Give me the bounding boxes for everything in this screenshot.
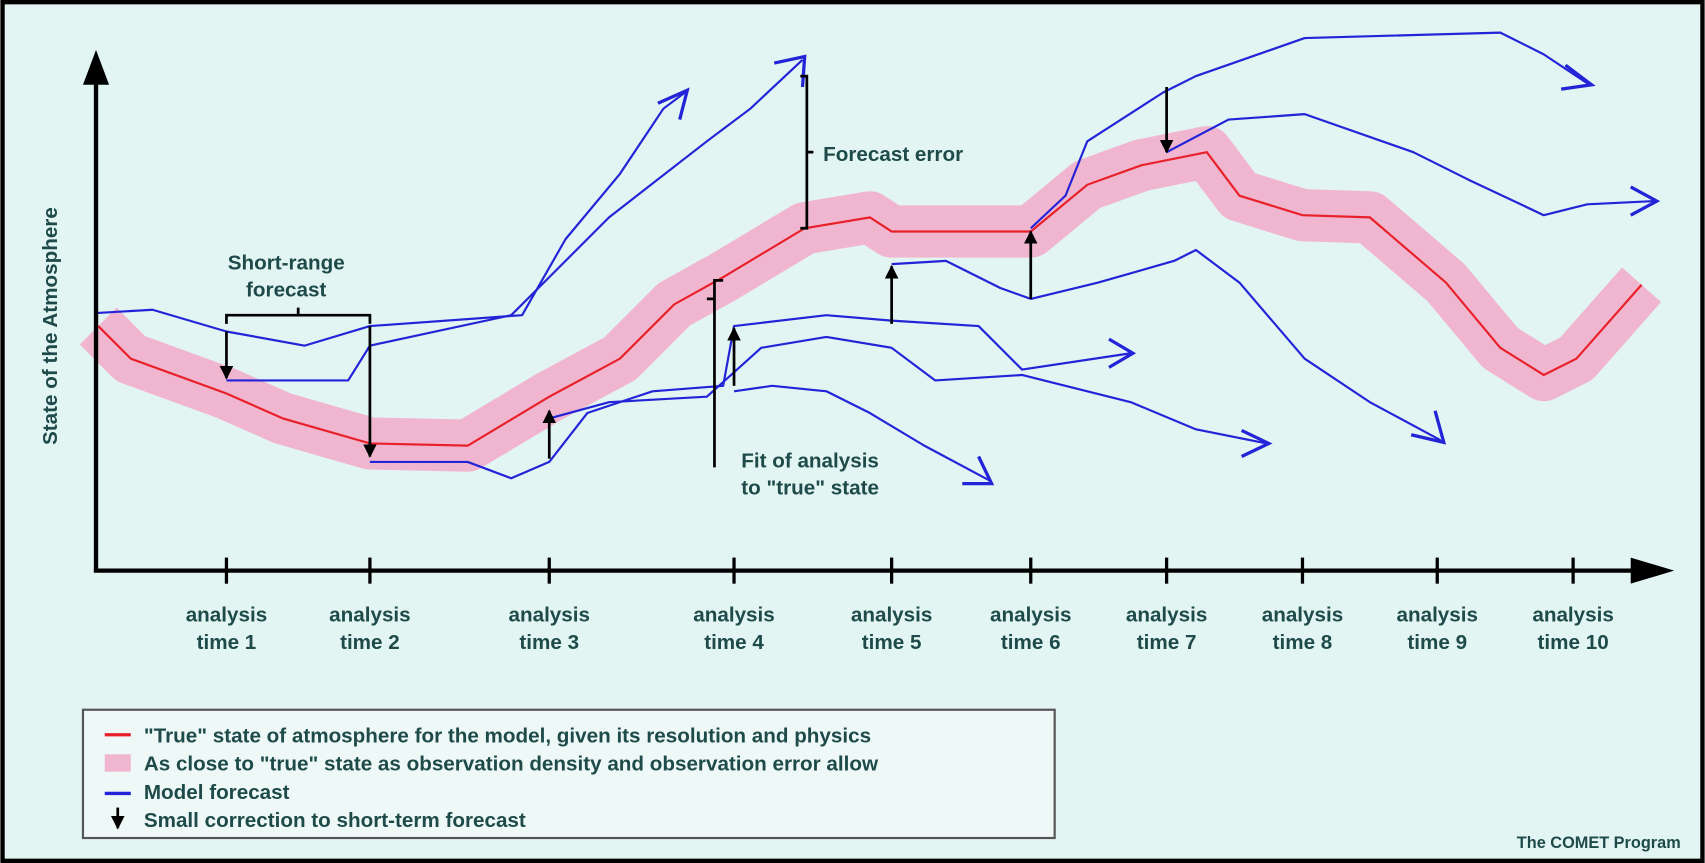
- arrowhead: [1560, 63, 1596, 91]
- short-range-bracket: [225, 307, 372, 324]
- tick-label: time 1: [197, 631, 257, 654]
- tick-label: time 3: [519, 631, 579, 654]
- arrowhead: [1108, 337, 1137, 369]
- y-arrowhead: [82, 49, 110, 85]
- tick-label: time 8: [1273, 631, 1333, 654]
- annotation: Forecast error: [823, 143, 963, 166]
- tick-label: analysis: [1532, 604, 1613, 627]
- tick-label: analysis: [851, 604, 932, 627]
- axes: [82, 49, 1675, 584]
- corrections: [219, 86, 1174, 459]
- legend-entry: "True" state of atmosphere for the model…: [144, 724, 871, 747]
- tick-label: time 5: [862, 631, 922, 654]
- forecasts: [95, 31, 1661, 486]
- credit: The COMET Program: [1517, 834, 1681, 852]
- tick-label: analysis: [990, 604, 1071, 627]
- forecast: [1030, 31, 1591, 230]
- legend-entry: As close to "true" state as observation …: [144, 753, 879, 776]
- annotation: to "true" state: [741, 477, 879, 500]
- forecast: [891, 248, 1442, 442]
- tick-label: time 7: [1137, 631, 1197, 654]
- tick-label: time 2: [340, 631, 400, 654]
- forecast: [1166, 113, 1655, 217]
- arrowhead: [657, 87, 690, 120]
- fit-bracket: [706, 279, 724, 468]
- forecast-error-bracket: [800, 74, 814, 230]
- annotation: forecast: [246, 279, 326, 302]
- arrowhead: [1240, 428, 1273, 458]
- y-axis-label: State of the Atmosphere: [39, 207, 62, 445]
- tick-label: analysis: [693, 604, 774, 627]
- arrowhead: [1410, 410, 1447, 445]
- legend-entry: Model forecast: [144, 781, 290, 804]
- tick-label: time 9: [1407, 631, 1467, 654]
- x-arrowhead: [1630, 557, 1675, 584]
- tick-label: time 10: [1538, 631, 1609, 654]
- annotation: Short-range: [228, 252, 345, 275]
- tick-label: analysis: [186, 604, 267, 627]
- legend-entry: Small correction to short-term forecast: [144, 809, 526, 832]
- forecast: [226, 58, 804, 382]
- tick-label: analysis: [509, 604, 590, 627]
- forecast: [95, 91, 686, 347]
- legend-box: [81, 708, 1056, 840]
- tick-label: analysis: [329, 604, 410, 627]
- tick-label: analysis: [1397, 604, 1478, 627]
- arrowhead: [1629, 185, 1661, 217]
- legend: "True" state of atmosphere for the model…: [81, 708, 1056, 840]
- tick-label: analysis: [1126, 604, 1207, 627]
- legend-swatch: [104, 754, 131, 772]
- forecast: [733, 384, 990, 482]
- forecast: [548, 335, 1267, 445]
- tick-label: analysis: [1262, 604, 1343, 627]
- analysis-ticks: analysis time 1 analysis time 2 analysis time…: [186, 557, 1614, 654]
- arrowhead: [962, 455, 995, 486]
- annotation: Fit of analysis: [741, 449, 879, 472]
- forecast: [369, 314, 1131, 480]
- tick-label: time 4: [704, 631, 764, 654]
- tick-label: time 6: [1001, 631, 1061, 654]
